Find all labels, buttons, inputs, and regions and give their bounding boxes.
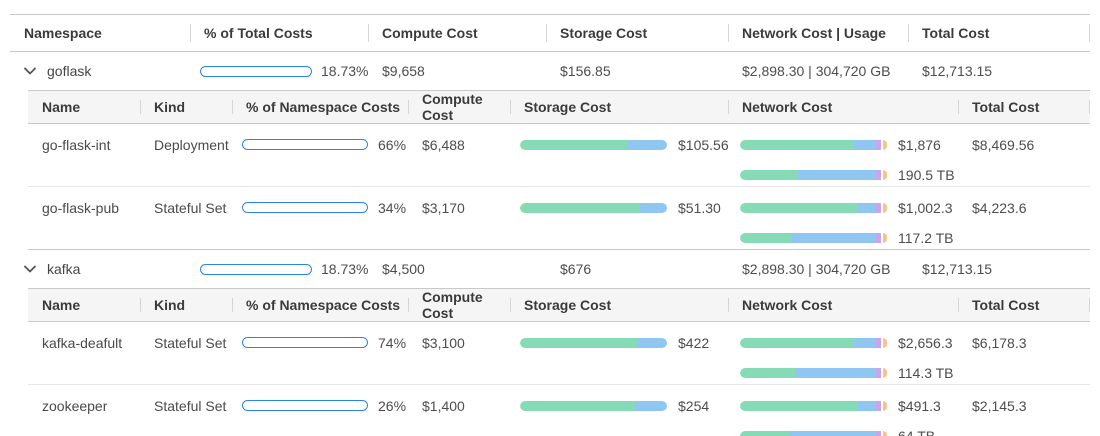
pct-total-costs-value: 18.73% [321,63,369,79]
pct-total-costs-bar [200,65,312,77]
col-header-network-cost-usage[interactable]: Network Cost | Usage [728,15,908,51]
col-header-total-cost[interactable]: Total Cost [958,91,1090,123]
pct-namespace-costs-bar [242,139,368,150]
col-header-total-cost[interactable]: Total Cost [908,15,1090,51]
network-cost-value: $1,876 [898,136,941,153]
col-header-pct-total-costs[interactable]: % of Total Costs [190,15,368,51]
col-header-storage-cost[interactable]: Storage Cost [510,91,728,123]
workload-row-go-flask-pub[interactable]: go-flask-pub Stateful Set 34% $3,170 $51… [28,186,1090,249]
total-cost-value: $12,713.15 [922,63,993,79]
network-cost-bar [740,202,888,213]
pct-namespace-costs-bar [242,337,368,348]
compute-cost-value: $3,170 [422,199,465,216]
cost-table: Namespace % of Total Costs Compute Cost … [10,14,1090,436]
workload-name: go-flask-pub [42,199,120,216]
col-header-namespace[interactable]: Namespace [24,25,102,41]
storage-cost-value: $105.56 [678,136,729,153]
storage-cost-bar [520,337,668,348]
namespace-name: kafka [47,261,81,277]
col-header-pct-namespace-costs[interactable]: % of Namespace Costs [232,91,408,123]
workload-kind: Stateful Set [154,334,227,351]
col-header-compute-cost[interactable]: Compute Cost [408,289,510,321]
pct-total-costs-bar [200,263,312,275]
workload-row-go-flask-int[interactable]: go-flask-int Deployment 66% $6,488 $105.… [28,124,1090,186]
network-usage-value: 114.3 TB [898,364,954,381]
network-usage-value: 190.5 TB [898,166,955,183]
col-header-name[interactable]: Name [42,99,81,115]
namespace-row-goflask[interactable]: goflask 18.73% $9,658 $156.85 $2,898.30 … [10,52,1090,90]
compute-cost-value: $3,100 [422,334,465,351]
compute-cost-value: $9,658 [382,63,425,79]
col-header-storage-cost[interactable]: Storage Cost [546,15,728,51]
compute-cost-value: $4,500 [382,261,425,277]
pct-namespace-costs-value: 34% [378,199,407,216]
namespace-row-kafka[interactable]: kafka 18.73% $4,500 $676 $2,898.30 | 304… [10,250,1090,288]
network-cost-usage-value: $2,898.30 | 304,720 GB [742,261,891,277]
network-cost-bar [740,400,888,411]
workload-kind: Stateful Set [154,199,227,216]
col-header-network-cost[interactable]: Network Cost [728,289,958,321]
storage-cost-value: $156.85 [560,63,611,79]
col-header-kind[interactable]: Kind [140,289,232,321]
storage-cost-bar [520,400,668,411]
table-header: Namespace % of Total Costs Compute Cost … [10,14,1090,52]
col-header-network-cost[interactable]: Network Cost [728,91,958,123]
col-header-compute-cost[interactable]: Compute Cost [408,91,510,123]
col-header-total-cost[interactable]: Total Cost [958,289,1090,321]
storage-cost-value: $676 [560,261,592,277]
network-usage-bar [740,430,888,436]
col-header-storage-cost[interactable]: Storage Cost [510,289,728,321]
total-cost-value: $2,145.3 [972,397,1027,414]
network-cost-bar [740,139,888,150]
network-cost-value: $491.3 [898,397,941,414]
total-cost-value: $6,178.3 [972,334,1027,351]
network-cost-value: $1,002.3 [898,199,953,216]
total-cost-value: $8,469.56 [972,136,1035,153]
network-cost-value: $2,656.3 [898,334,953,351]
workload-kind: Deployment [154,136,229,153]
network-cost-bar [740,337,888,348]
workload-name: go-flask-int [42,136,111,153]
pct-namespace-costs-bar [242,400,368,411]
workload-table-header: Name Kind % of Namespace Costs Compute C… [28,90,1090,124]
pct-namespace-costs-value: 74% [378,334,407,351]
network-usage-value: 64 TB [898,427,936,436]
workload-table-goflask: Name Kind % of Namespace Costs Compute C… [28,90,1090,250]
storage-cost-bar [520,139,668,150]
namespace-name: goflask [47,63,92,79]
network-usage-bar [740,169,888,180]
compute-cost-value: $6,488 [422,136,465,153]
network-usage-bar [740,367,888,378]
col-header-compute-cost[interactable]: Compute Cost [368,15,546,51]
chevron-down-icon[interactable] [24,265,36,273]
workload-name: zookeeper [42,397,108,414]
col-header-kind[interactable]: Kind [140,91,232,123]
network-usage-bar [740,232,888,243]
storage-cost-bar [520,202,668,213]
storage-cost-value: $51.30 [678,199,721,216]
network-usage-value: 117.2 TB [898,229,954,246]
workload-kind: Stateful Set [154,397,227,414]
pct-namespace-costs-value: 66% [378,136,407,153]
workload-table-header: Name Kind % of Namespace Costs Compute C… [28,288,1090,322]
col-header-name[interactable]: Name [42,297,81,313]
compute-cost-value: $1,400 [422,397,465,414]
col-header-pct-namespace-costs[interactable]: % of Namespace Costs [232,289,408,321]
storage-cost-value: $422 [678,334,710,351]
pct-namespace-costs-value: 26% [378,397,407,414]
network-cost-usage-value: $2,898.30 | 304,720 GB [742,63,891,79]
pct-total-costs-value: 18.73% [321,261,369,277]
workload-name: kafka-deafult [42,334,123,351]
pct-namespace-costs-bar [242,202,368,213]
storage-cost-value: $254 [678,397,710,414]
workload-table-kafka: Name Kind % of Namespace Costs Compute C… [28,288,1090,436]
total-cost-value: $12,713.15 [922,261,993,277]
chevron-down-icon[interactable] [24,67,36,75]
workload-row-zookeeper[interactable]: zookeeper Stateful Set 26% $1,400 $254 $… [28,384,1090,436]
total-cost-value: $4,223.6 [972,199,1027,216]
workload-row-kafka-deafult[interactable]: kafka-deafult Stateful Set 74% $3,100 $4… [28,322,1090,384]
